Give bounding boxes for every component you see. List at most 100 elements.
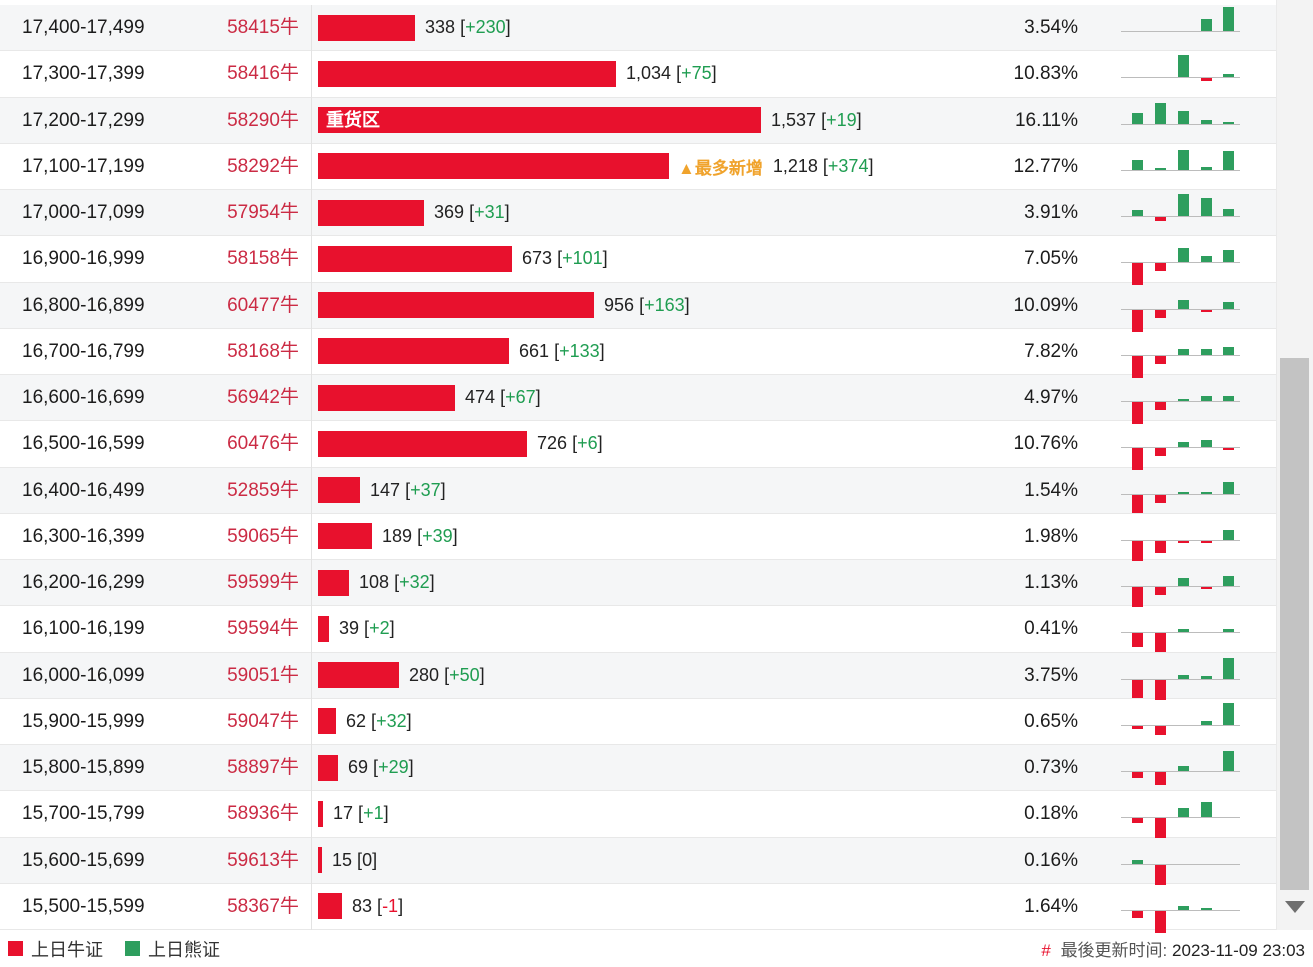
bull-volume-bar [318,569,349,596]
prev-bear-bar [1223,150,1234,170]
bull-bar-group: 147 [+37] [318,468,446,513]
prev-bear-bar [1223,529,1234,540]
prev-bear-bar [1178,766,1189,771]
cbbc-code-link[interactable]: 60476牛 [227,433,299,455]
cbbc-code-link[interactable]: 58158牛 [227,248,299,270]
bull-volume-bar [318,847,322,874]
mini-chart-baseline [1121,632,1240,634]
bar-value: 69 [+29] [348,757,414,778]
bull-volume-bar [318,754,338,781]
bar-value: 474 [+67] [465,387,541,408]
cbbc-code-link[interactable]: 59047牛 [227,710,299,732]
prev-bull-bar [1155,587,1166,595]
prev-bull-bar [1155,402,1166,410]
prev-bull-bar [1155,725,1166,735]
prev-bear-bar [1132,159,1143,170]
change-value: +374 [827,155,869,176]
prev-bear-bar [1201,166,1212,170]
vertical-scrollbar[interactable] [1276,0,1313,930]
change-bracket-close: ] [372,849,378,870]
cbbc-code-link[interactable]: 58415牛 [227,17,299,38]
scrollbar-thumb[interactable] [1280,358,1309,890]
bull-bar-group: 338 [+230] [318,5,511,50]
cbbc-code-link[interactable]: 59051牛 [227,664,299,686]
mini-chart-baseline [1121,31,1240,32]
mini-chart-baseline [1121,123,1240,125]
bull-volume-bar [318,60,616,87]
cbbc-code-link[interactable]: 58367牛 [227,895,299,917]
prev-bear-bar [1201,348,1212,355]
price-range: 16,800-16,899 [22,294,145,316]
change-value: +133 [559,340,600,361]
change-bracket-open: [ [417,525,423,546]
table-row: 16,900-16,999 58158牛 673 [+101] 7.05% [0,236,1276,286]
mini-chart-baseline [1121,724,1240,726]
prev-bear-bar [1201,491,1212,494]
change-bracket-close: ] [597,433,603,454]
prev-bull-bar [1201,540,1212,543]
prev-bear-bar [1223,629,1234,633]
cbbc-code-link[interactable]: 59599牛 [227,572,299,593]
change-bracket-open: [ [676,63,682,84]
cbbc-code-link[interactable]: 58936牛 [227,803,299,825]
prev-bull-bar [1155,309,1166,318]
cbbc-code-link[interactable]: 59065牛 [227,525,299,547]
last-updated: # 最後更新时间: 2023-11-09 23:03 [1041,936,1305,961]
cbbc-code-link[interactable]: 58290牛 [227,109,299,131]
prev-bear-bar [1223,702,1234,725]
cbbc-code-link[interactable]: 57954牛 [227,202,299,223]
table-row: 16,000-16,099 59051牛 280 [+50] 3.75% [0,652,1276,700]
cbbc-code-link[interactable]: 59613牛 [227,849,299,871]
bull-bar-group: ▲最多新增 1,218 [+374] [318,144,873,189]
change-bracket-close: ] [856,109,862,130]
prev-bull-bar [1155,448,1166,457]
change-bracket-open: [ [460,17,466,38]
change-value: +163 [644,294,685,315]
bull-bar-group: 83 [-1] [318,884,403,929]
prev-bear-bar [1223,396,1234,401]
bull-volume-bar [318,477,360,504]
change-bracket-open: [ [557,248,563,269]
mini-chart-baseline [1121,77,1240,79]
change-bracket-close: ] [505,17,511,38]
change-bracket-close: ] [406,710,412,731]
change-value: +75 [681,63,712,84]
bar-value: 956 [+163] [604,294,690,315]
table-row: 17,400-17,499 58415牛 338 [+230] 3.54% [0,5,1276,52]
bull-volume-bar [318,292,594,319]
cbbc-code-link[interactable]: 52859牛 [227,479,299,501]
scroll-down-arrow-icon[interactable] [1285,901,1305,913]
prev-day-mini-chart [1121,699,1240,744]
change-bracket-close: ] [602,248,608,269]
table-row: 17,300-17,399 58416牛 1,034 [+75] 10.83% [0,51,1276,98]
cbbc-code-link[interactable]: 58897牛 [227,757,299,778]
percent-value: 1.64% [1024,895,1078,917]
cbbc-code-link[interactable]: 58292牛 [227,155,299,177]
cbbc-code-link[interactable]: 58168牛 [227,340,299,362]
prev-bear-bar [1201,802,1212,818]
cbbc-code-link[interactable]: 58416牛 [227,63,299,85]
cbbc-code-link[interactable]: 56942牛 [227,387,299,408]
bar-value: 83 [-1] [352,895,404,916]
change-value: +230 [465,17,506,38]
cbbc-code-link[interactable]: 60477牛 [227,294,299,316]
prev-bear-bar [1223,751,1234,771]
price-range: 16,400-16,499 [22,479,145,501]
bar-value: 17 [+1] [333,803,389,824]
change-value: +39 [422,525,453,546]
legend: 上日牛证 上日熊证 [8,936,242,962]
bull-volume-bar [318,615,329,642]
prev-day-mini-chart [1121,98,1240,143]
price-range: 15,600-15,699 [22,849,145,871]
prev-bear-bar [1201,440,1212,448]
table-row: 17,200-17,299 58290牛 重货区 1,537 [+19] 16.11% [0,97,1276,144]
change-bracket-close: ] [452,525,458,546]
change-value: +50 [449,664,480,685]
change-bracket-close: ] [389,618,395,639]
prev-bull-bar [1132,772,1143,778]
prev-bull-bar [1155,818,1166,839]
bull-volume-bar [318,893,342,920]
cbbc-code-link[interactable]: 59594牛 [227,618,299,640]
table-row: 17,100-17,199 58292牛 ▲最多新增 1,218 [+374] 12.7… [0,143,1276,190]
bull-bar-group: 474 [+67] [318,375,541,420]
